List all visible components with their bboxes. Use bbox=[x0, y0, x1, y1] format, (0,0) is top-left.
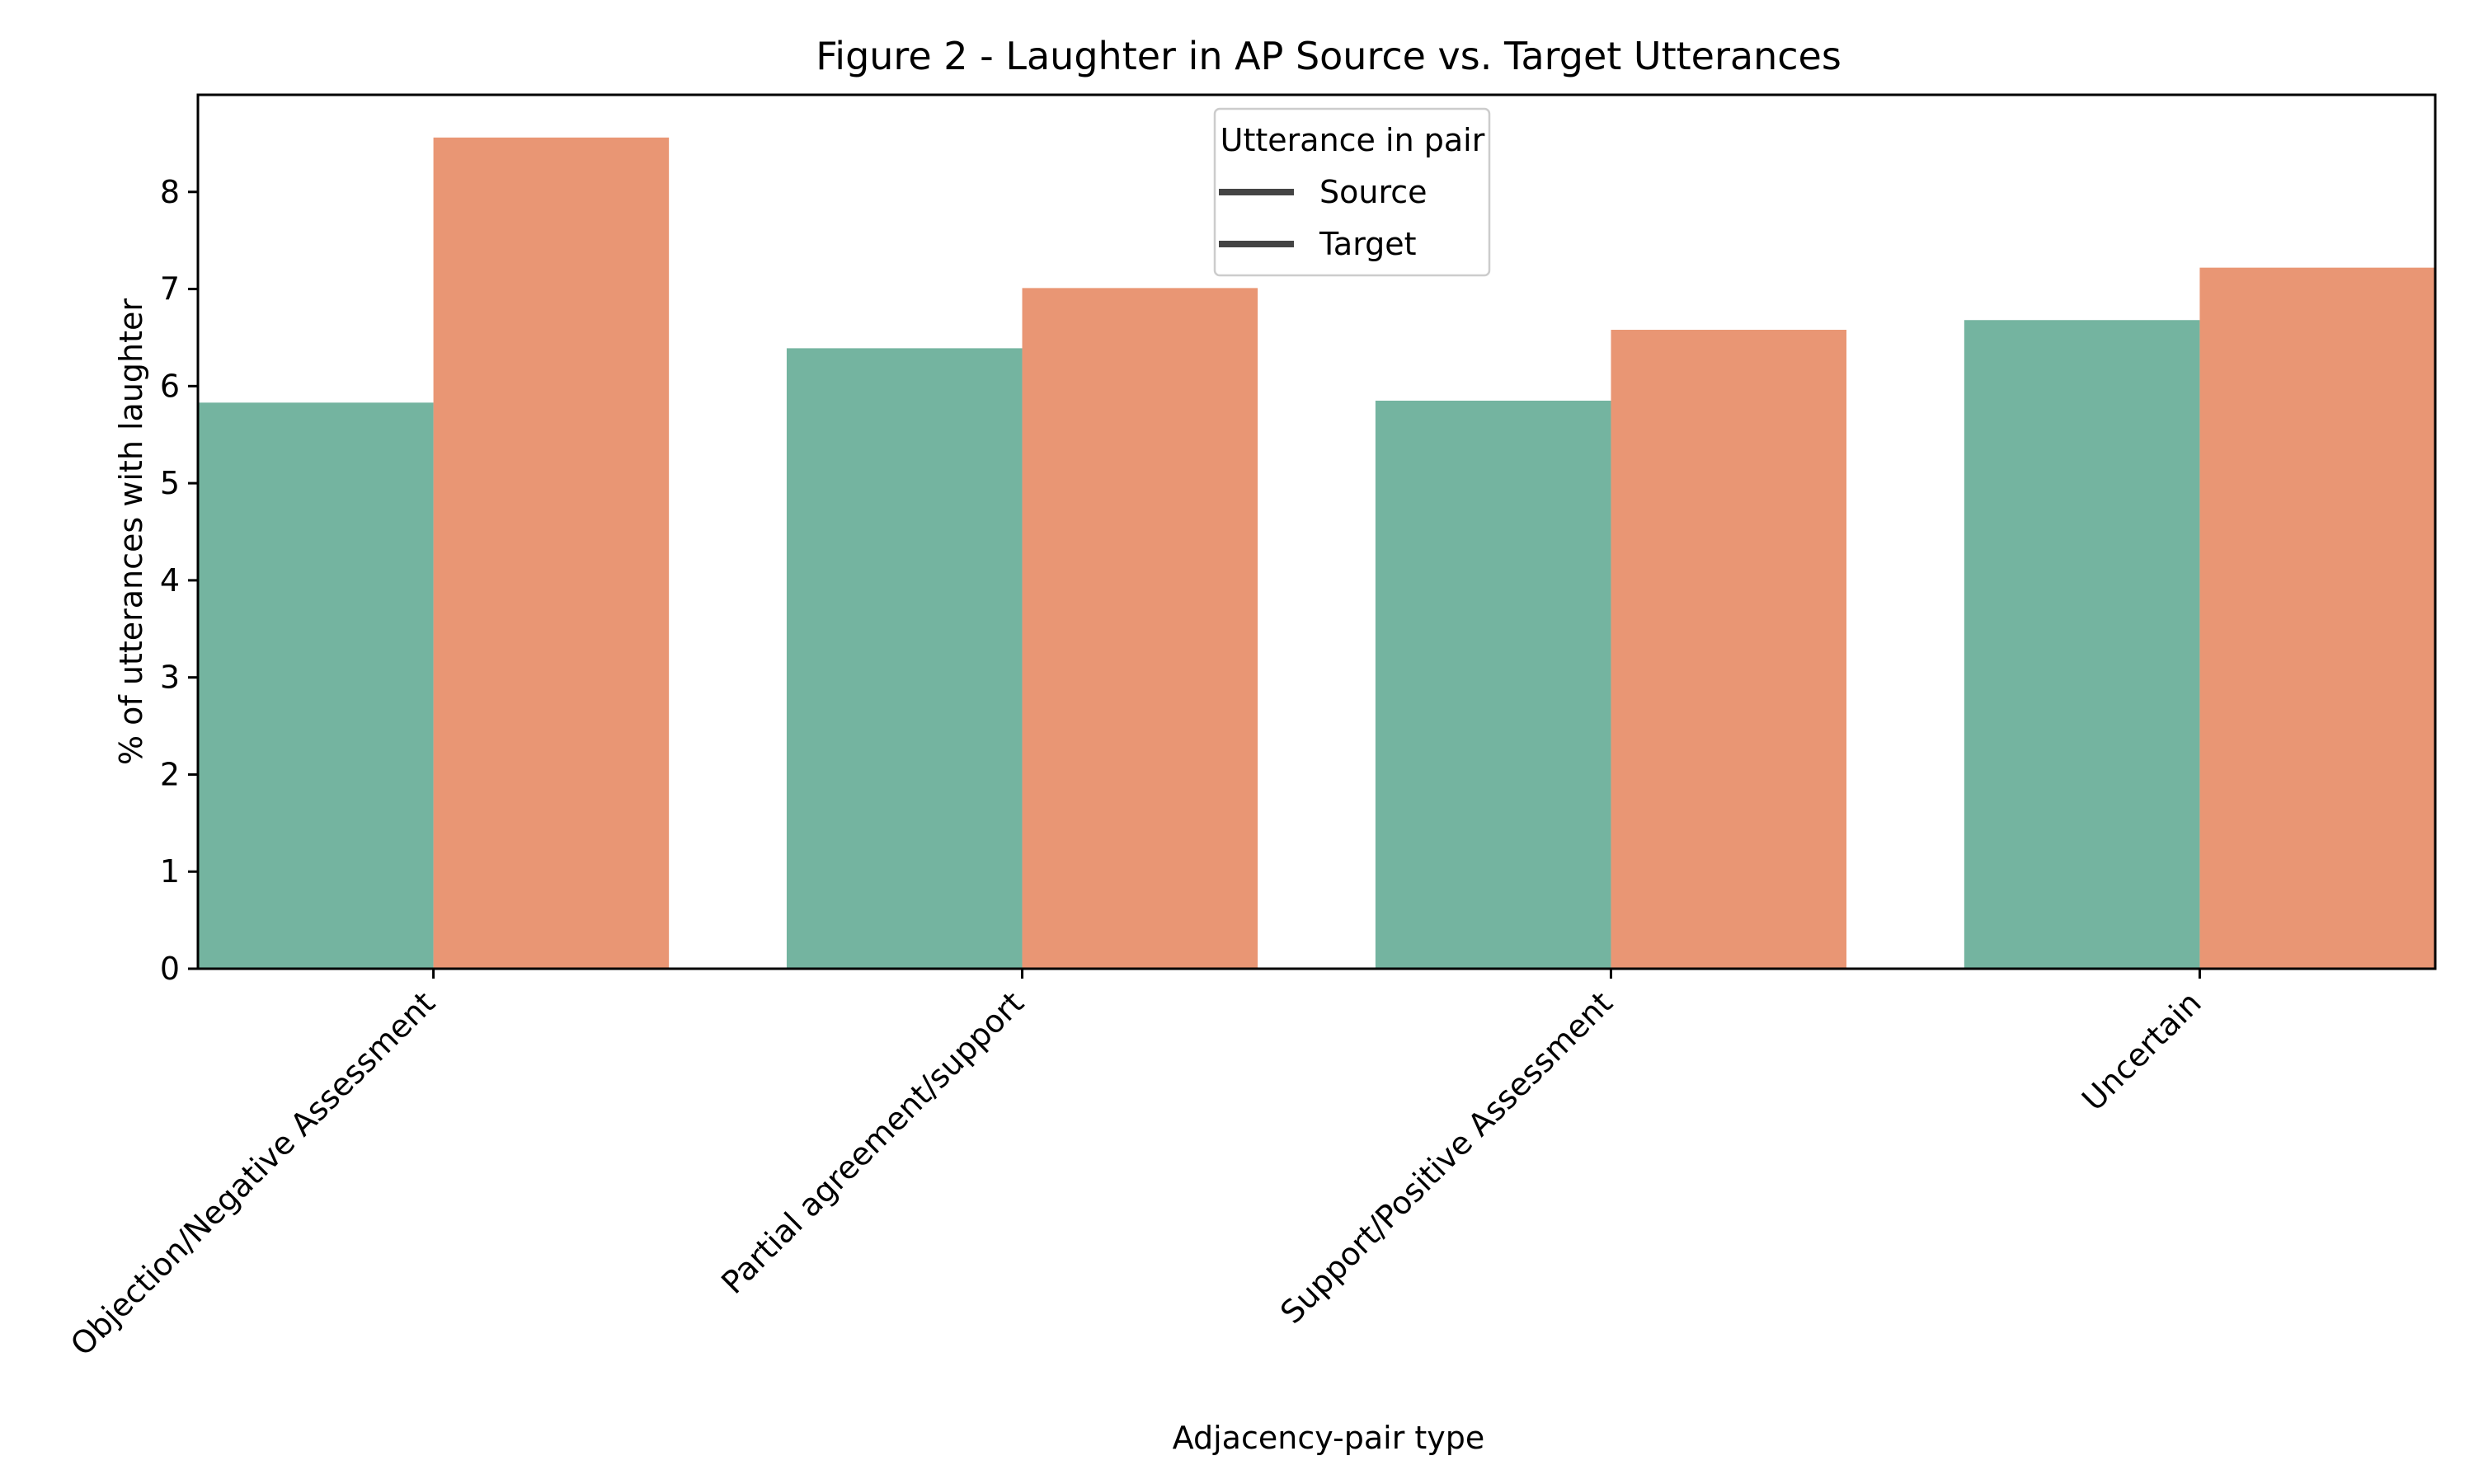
y-tick-label: 3 bbox=[160, 660, 180, 696]
y-axis: 0 1 2 3 4 5 6 7 8 bbox=[160, 174, 198, 987]
y-tick-label: 5 bbox=[160, 465, 180, 501]
x-tick-label-partial-agreement-support: Partial agreement/support bbox=[714, 984, 1031, 1301]
x-tick-label-uncertain: Uncertain bbox=[2075, 984, 2208, 1118]
y-tick-label: 1 bbox=[160, 853, 180, 890]
y-tick-label: 6 bbox=[160, 368, 180, 404]
x-tick-label-objection-negative-assessment: Objection/Negative Assessment bbox=[63, 984, 442, 1363]
y-tick-label: 8 bbox=[160, 174, 180, 210]
bar-source-uncertain bbox=[1964, 320, 2200, 969]
bar-target-support-positive-assessment bbox=[1611, 330, 1847, 969]
y-tick-label: 2 bbox=[160, 756, 180, 792]
bar-source-objection-negative-assessment bbox=[198, 402, 434, 969]
legend-box bbox=[1213, 107, 1491, 277]
x-axis: Objection/Negative Assessment Partial agr… bbox=[63, 969, 2208, 1363]
legend-label-source: Source bbox=[1319, 174, 1427, 210]
legend: Utterance in pair Source Target bbox=[1213, 107, 1491, 277]
bar-target-objection-negative-assessment bbox=[433, 137, 670, 970]
y-tick-label: 4 bbox=[160, 562, 180, 599]
bars-layer bbox=[198, 137, 2435, 970]
y-tick-label: 0 bbox=[160, 951, 180, 987]
bar-source-support-positive-assessment bbox=[1375, 401, 1611, 969]
bar-target-partial-agreement-support bbox=[1022, 288, 1258, 969]
legend-title: Utterance in pair bbox=[1221, 122, 1485, 158]
chart-title: Figure 2 - Laughter in AP Source vs. Tar… bbox=[816, 34, 1841, 78]
plot-frame bbox=[196, 93, 2437, 970]
y-tick-label: 7 bbox=[160, 271, 180, 308]
bar-target-uncertain bbox=[2199, 267, 2435, 970]
x-tick-label-support-positive-assessment: Support/Positive Assessment bbox=[1273, 984, 1620, 1331]
bar-source-partial-agreement-support bbox=[786, 348, 1023, 969]
y-axis-label: % of utterances with laughter bbox=[113, 298, 149, 765]
legend-label-target: Target bbox=[1319, 226, 1417, 262]
x-axis-label: Adjacency-pair type bbox=[1173, 1420, 1485, 1456]
